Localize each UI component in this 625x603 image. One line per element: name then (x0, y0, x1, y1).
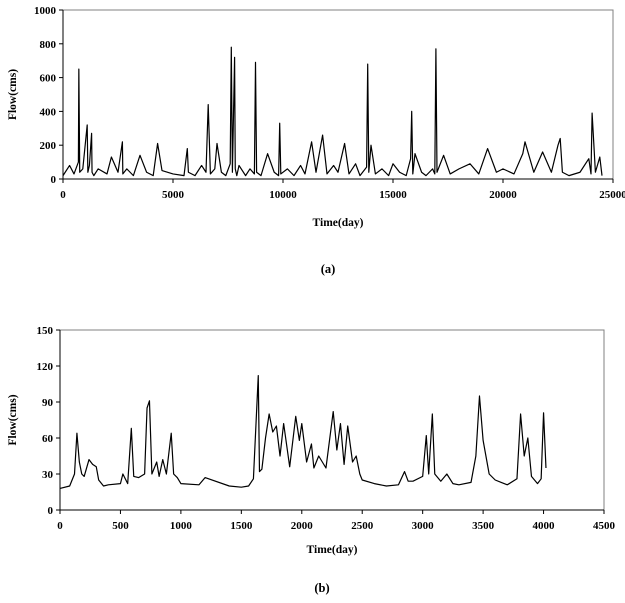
x-tick-label: 2500 (351, 520, 374, 532)
x-tick-label: 3000 (412, 520, 435, 532)
x-tick-label: 1500 (230, 520, 253, 532)
y-tick-label: 150 (37, 325, 54, 337)
panel-caption: (a) (321, 262, 336, 276)
x-tick-label: 3500 (472, 520, 495, 532)
y-tick-label: 0 (51, 174, 57, 186)
x-tick-label: 20000 (489, 189, 517, 201)
x-tick-label: 10000 (269, 189, 297, 201)
x-tick-label: 1000 (170, 520, 193, 532)
x-tick-label: 4000 (533, 520, 556, 532)
y-tick-label: 30 (42, 469, 54, 481)
y-tick-label: 120 (37, 361, 54, 373)
panel-caption: (b) (314, 581, 329, 595)
y-axis-title: Flow(cms) (7, 69, 19, 120)
flow-series-line (62, 46, 603, 177)
y-tick-label: 400 (40, 106, 57, 118)
y-tick-label: 600 (40, 73, 57, 85)
x-axis-title: Time(day) (307, 544, 358, 556)
x-axis-title: Time(day) (313, 217, 364, 229)
y-tick-label: 200 (40, 140, 57, 152)
plot-area-frame (62, 9, 614, 180)
y-tick-label: 0 (48, 505, 54, 517)
x-tick-label: 2000 (291, 520, 314, 532)
y-tick-label: 800 (40, 39, 57, 51)
x-tick-label: 500 (112, 520, 129, 532)
y-axis-title: Flow(cms) (7, 394, 19, 445)
x-tick-label: 0 (57, 520, 63, 532)
flow-series-line (59, 375, 547, 489)
x-tick-label: 0 (60, 189, 66, 201)
x-tick-label: 15000 (379, 189, 407, 201)
x-tick-label: 4500 (593, 520, 616, 532)
y-tick-label: 60 (42, 433, 54, 445)
y-tick-label: 90 (42, 397, 54, 409)
y-tick-label: 1000 (34, 5, 57, 17)
x-tick-label: 5000 (162, 189, 185, 201)
x-tick-label: 25000 (599, 189, 625, 201)
